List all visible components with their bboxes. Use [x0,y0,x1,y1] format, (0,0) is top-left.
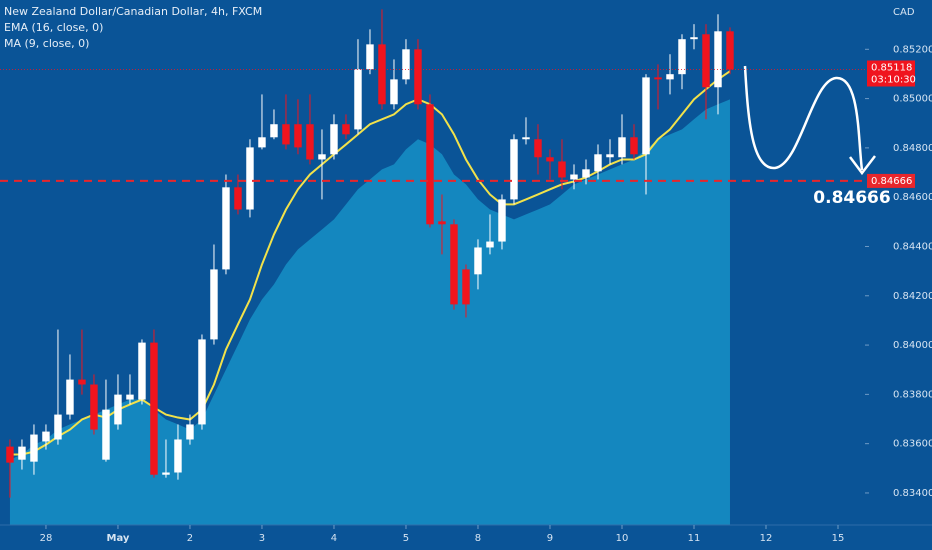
candle-body [282,124,290,145]
candle-body [594,154,602,172]
target-annotation: 0.84666 [813,188,890,208]
candle-body [666,74,674,80]
legend-entry: MA (9, close, 0) [4,37,89,50]
candle-body [198,339,206,425]
candle-body [66,379,74,415]
y-tick-label: 0.84200 [893,291,932,302]
candle-body [522,137,530,140]
last-price-box [867,60,915,87]
y-tick-label: 0.85200 [893,44,932,55]
candle-body [510,139,518,200]
legend-entry: EMA (16, close, 0) [4,21,103,34]
x-tick-label: May [107,533,130,544]
candle-body [222,187,230,270]
candle-body [606,154,614,158]
candle-body [378,44,386,105]
y-tick-label: 0.84800 [893,143,932,154]
candle-body [462,269,470,305]
candle-body [318,154,326,160]
candle-body [558,161,566,178]
countdown-label: 03:10:30 [871,75,916,86]
arrow-head [849,155,876,176]
candle-body [126,394,134,400]
chart-title: New Zealand Dollar/Canadian Dollar, 4h, … [4,5,262,18]
candle-body [498,199,506,242]
y-tick-label: 0.83800 [893,389,932,400]
x-tick-label: 8 [475,533,481,544]
y-tick-label: 0.84000 [893,340,932,351]
candle-body [174,439,182,473]
y-tick-label: 0.83600 [893,439,932,450]
forecast-arrow [743,65,864,171]
candle-body [450,224,458,305]
candle-body [642,77,650,155]
candle-body [690,37,698,40]
y-tick-label: 0.84400 [893,241,932,252]
candle-body [234,187,242,210]
candle-body [726,31,734,70]
y-tick-label: 0.85000 [893,94,932,105]
candle-body [582,169,590,178]
candle-body [270,124,278,138]
candle-body [258,137,266,148]
candle-body [390,79,398,105]
candle-body [354,69,362,130]
last-price-label: 0.85118 [871,63,912,74]
candle-body [210,269,218,340]
candle-body [414,49,422,105]
candle-body [294,124,302,148]
y-tick-label: 0.84600 [893,192,932,203]
x-tick-label: 4 [331,533,337,544]
x-tick-label: 9 [547,533,553,544]
x-tick-label: 15 [832,533,845,544]
candle-body [246,147,254,210]
candle-body [162,472,170,475]
x-tick-label: 12 [760,533,773,544]
candle-body [342,124,350,135]
x-tick-label: 10 [616,533,629,544]
x-tick-label: 3 [259,533,265,544]
candle-body [150,342,158,475]
candle-body [570,174,578,180]
candle-body [90,384,98,430]
candle-body [30,434,38,462]
candle-body [654,77,662,80]
candle-body [702,34,710,88]
candle-body [426,104,434,225]
candle-body [630,137,638,155]
y-tick-label: 0.83400 [893,488,932,499]
x-tick-label: 2 [187,533,193,544]
currency-label: CAD [893,7,915,18]
candle-body [102,409,110,460]
candle-body [474,247,482,275]
candle-body [534,139,542,158]
candle-body [618,137,626,158]
candle-body [54,414,62,440]
candle-body [306,124,314,160]
candle-body [402,49,410,80]
x-tick-label: 5 [403,533,409,544]
target-axis-label: 0.84666 [871,176,912,187]
candle-body [486,241,494,248]
candle-body [714,31,722,88]
candle-body [186,424,194,440]
candle-body [42,431,50,442]
ma-area [9,99,730,525]
candle-body [330,124,338,155]
candle-body [138,342,146,400]
candle-body [546,157,554,162]
candle-body [366,44,374,70]
x-tick-label: 28 [40,533,53,544]
candle-body [18,446,26,460]
plot-area [6,9,734,525]
target-box [867,173,915,188]
x-tick-label: 11 [688,533,701,544]
candle-body [114,394,122,425]
candle-body [438,221,446,225]
candle-body [78,379,86,385]
candle-body [678,39,686,75]
candle-body [6,446,14,463]
